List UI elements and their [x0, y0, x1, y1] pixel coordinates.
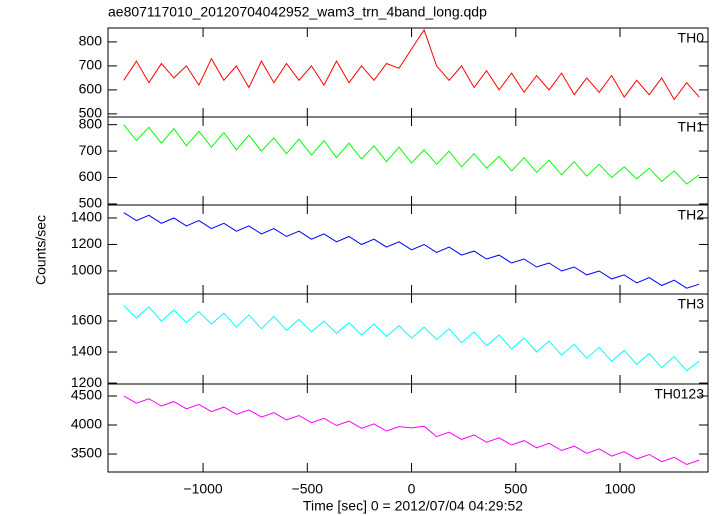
chart-title: ae807117010_20120704042952_wam3_trn_4ban… — [108, 4, 487, 20]
y-tick-label: 800 — [79, 115, 103, 131]
legend-label: TH1 — [678, 119, 705, 135]
y-tick-label: 4000 — [71, 416, 102, 432]
x-tick-label: 500 — [504, 481, 528, 497]
y-tick-label: 4500 — [71, 387, 102, 403]
y-tick-label: 1400 — [71, 343, 102, 359]
y-tick-label: 500 — [79, 195, 103, 211]
y-tick-label: 1200 — [71, 374, 102, 390]
x-tick-label: −500 — [292, 481, 324, 497]
legend-label: TH0123 — [654, 386, 704, 402]
y-tick-label: 600 — [79, 81, 103, 97]
legend-label: TH2 — [678, 207, 705, 223]
legend-label: TH0 — [678, 30, 705, 46]
legend-label: TH3 — [678, 296, 705, 312]
y-tick-label: 3500 — [71, 445, 102, 461]
y-tick-label: 1000 — [71, 262, 102, 278]
y-tick-label: 700 — [79, 142, 103, 158]
data-line — [123, 28, 700, 101]
data-line — [123, 305, 700, 372]
y-tick-label: 600 — [79, 168, 103, 184]
y-tick-label: 1400 — [71, 209, 102, 225]
x-axis-label: Time [sec] 0 = 2012/07/04 04:29:52 — [303, 498, 523, 514]
data-line — [123, 212, 700, 289]
x-tick-label: −1000 — [183, 481, 223, 497]
y-tick-label: 1600 — [71, 312, 102, 328]
panel-frame — [107, 27, 709, 118]
panel-frame — [107, 116, 709, 206]
y-tick-label: 700 — [79, 57, 103, 73]
y-tick-label: 1200 — [71, 235, 102, 251]
y-tick-label: 500 — [79, 105, 103, 121]
y-tick-label: 800 — [79, 33, 103, 49]
panel-frame — [107, 204, 709, 295]
panel-frame — [107, 293, 709, 385]
panel-frame — [107, 383, 709, 473]
data-line — [123, 124, 700, 185]
x-tick-label: 1000 — [604, 481, 635, 497]
data-line — [123, 395, 700, 466]
x-tick-label: 0 — [408, 481, 416, 497]
y-axis-label: Counts/sec — [33, 215, 49, 285]
